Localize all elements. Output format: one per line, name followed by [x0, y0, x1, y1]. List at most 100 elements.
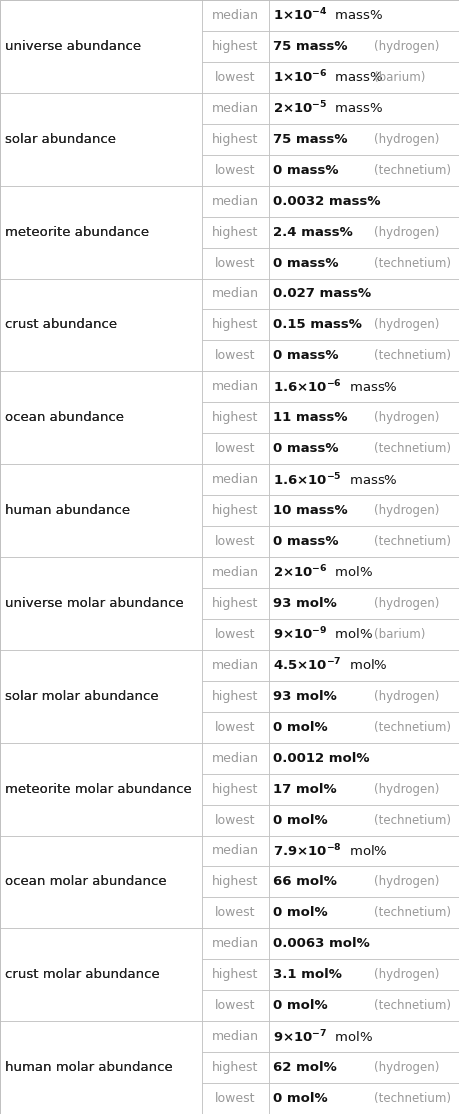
Bar — [0, 92, 202, 186]
Bar — [202, 526, 269, 557]
Bar — [269, 465, 459, 495]
Text: $\mathbf{2{\times}10^{-6}}$  mol%: $\mathbf{2{\times}10^{-6}}$ mol% — [273, 564, 374, 580]
Text: 62 mol%: 62 mol% — [273, 1061, 337, 1074]
Bar — [269, 310, 459, 341]
Text: 10 mass%: 10 mass% — [273, 504, 348, 517]
Bar — [269, 495, 459, 526]
Text: median: median — [212, 1030, 259, 1043]
Bar — [269, 341, 459, 371]
Text: (hydrogen): (hydrogen) — [374, 319, 439, 332]
Bar — [202, 310, 269, 341]
Text: lowest: lowest — [215, 256, 256, 270]
Text: human molar abundance: human molar abundance — [5, 1061, 172, 1074]
Text: 0 mass%: 0 mass% — [273, 164, 339, 177]
Bar — [202, 1083, 269, 1114]
Text: lowest: lowest — [215, 1092, 256, 1105]
Bar — [202, 804, 269, 836]
Text: (technetium): (technetium) — [374, 721, 451, 734]
Text: 0 mol%: 0 mol% — [273, 1092, 328, 1105]
Bar — [202, 465, 269, 495]
Text: lowest: lowest — [215, 350, 256, 362]
Text: lowest: lowest — [215, 907, 256, 919]
Text: ocean abundance: ocean abundance — [5, 411, 124, 424]
Bar — [202, 619, 269, 649]
Bar — [269, 898, 459, 928]
Text: 0.15 mass%: 0.15 mass% — [273, 319, 362, 332]
Text: (hydrogen): (hydrogen) — [374, 690, 439, 703]
Bar — [0, 186, 202, 278]
Text: (technetium): (technetium) — [374, 164, 451, 177]
Bar — [0, 928, 202, 1022]
Text: 0 mass%: 0 mass% — [273, 442, 339, 456]
Text: human abundance: human abundance — [5, 504, 130, 517]
Text: 0 mass%: 0 mass% — [273, 350, 339, 362]
Bar — [269, 124, 459, 155]
Text: $\mathbf{9{\times}10^{-7}}$  mol%: $\mathbf{9{\times}10^{-7}}$ mol% — [273, 1028, 374, 1045]
Text: median: median — [212, 9, 259, 22]
Bar — [202, 712, 269, 743]
Text: meteorite molar abundance: meteorite molar abundance — [5, 782, 191, 795]
Text: lowest: lowest — [215, 71, 256, 84]
Bar — [202, 402, 269, 433]
Text: 75 mass%: 75 mass% — [273, 133, 348, 146]
Text: highest: highest — [212, 1061, 258, 1074]
Bar — [202, 495, 269, 526]
Text: 0.0032 mass%: 0.0032 mass% — [273, 195, 381, 207]
Text: 0.027 mass%: 0.027 mass% — [273, 287, 371, 301]
Bar — [269, 804, 459, 836]
Bar — [269, 371, 459, 402]
Bar — [269, 186, 459, 216]
Text: median: median — [212, 752, 259, 764]
Text: (technetium): (technetium) — [374, 907, 451, 919]
Text: (hydrogen): (hydrogen) — [374, 1061, 439, 1074]
Text: crust abundance: crust abundance — [5, 319, 117, 332]
Text: (hydrogen): (hydrogen) — [374, 876, 439, 889]
Bar — [269, 867, 459, 898]
Text: solar molar abundance: solar molar abundance — [5, 690, 158, 703]
Text: universe molar abundance: universe molar abundance — [5, 597, 183, 610]
Text: $\mathbf{1.6{\times}10^{-5}}$  mass%: $\mathbf{1.6{\times}10^{-5}}$ mass% — [273, 471, 398, 488]
Text: lowest: lowest — [215, 999, 256, 1013]
Text: 2.4 mass%: 2.4 mass% — [273, 225, 353, 238]
Bar — [0, 743, 202, 836]
Text: $\mathbf{1.6{\times}10^{-6}}$  mass%: $\mathbf{1.6{\times}10^{-6}}$ mass% — [273, 379, 398, 395]
Bar — [202, 588, 269, 619]
Text: 93 mol%: 93 mol% — [273, 690, 337, 703]
Text: (hydrogen): (hydrogen) — [374, 133, 439, 146]
Bar — [202, 557, 269, 588]
Text: solar abundance: solar abundance — [5, 133, 115, 146]
Text: 0 mass%: 0 mass% — [273, 535, 339, 548]
Bar — [269, 278, 459, 310]
Bar — [269, 990, 459, 1022]
Text: (technetium): (technetium) — [374, 442, 451, 456]
Bar — [269, 402, 459, 433]
Text: highest: highest — [212, 690, 258, 703]
Text: highest: highest — [212, 504, 258, 517]
Text: (technetium): (technetium) — [374, 813, 451, 827]
Text: highest: highest — [212, 597, 258, 610]
Text: median: median — [212, 658, 259, 672]
Text: (hydrogen): (hydrogen) — [374, 225, 439, 238]
Bar — [269, 712, 459, 743]
Bar — [202, 278, 269, 310]
Text: universe abundance: universe abundance — [5, 40, 141, 53]
Bar — [202, 0, 269, 31]
Text: median: median — [212, 195, 259, 207]
Text: 93 mol%: 93 mol% — [273, 597, 337, 610]
Text: $\mathbf{1{\times}10^{-6}}$  mass%: $\mathbf{1{\times}10^{-6}}$ mass% — [273, 69, 384, 86]
Bar — [202, 681, 269, 712]
Text: (hydrogen): (hydrogen) — [374, 40, 439, 53]
Text: crust abundance: crust abundance — [5, 319, 117, 332]
Bar — [269, 1083, 459, 1114]
Bar — [269, 928, 459, 959]
Bar — [269, 526, 459, 557]
Text: (hydrogen): (hydrogen) — [374, 597, 439, 610]
Text: 0 mol%: 0 mol% — [273, 907, 328, 919]
Bar — [202, 124, 269, 155]
Bar — [202, 990, 269, 1022]
Text: ocean molar abundance: ocean molar abundance — [5, 876, 166, 889]
Text: lowest: lowest — [215, 813, 256, 827]
Text: meteorite abundance: meteorite abundance — [5, 225, 149, 238]
Bar — [269, 557, 459, 588]
Text: highest: highest — [212, 968, 258, 981]
